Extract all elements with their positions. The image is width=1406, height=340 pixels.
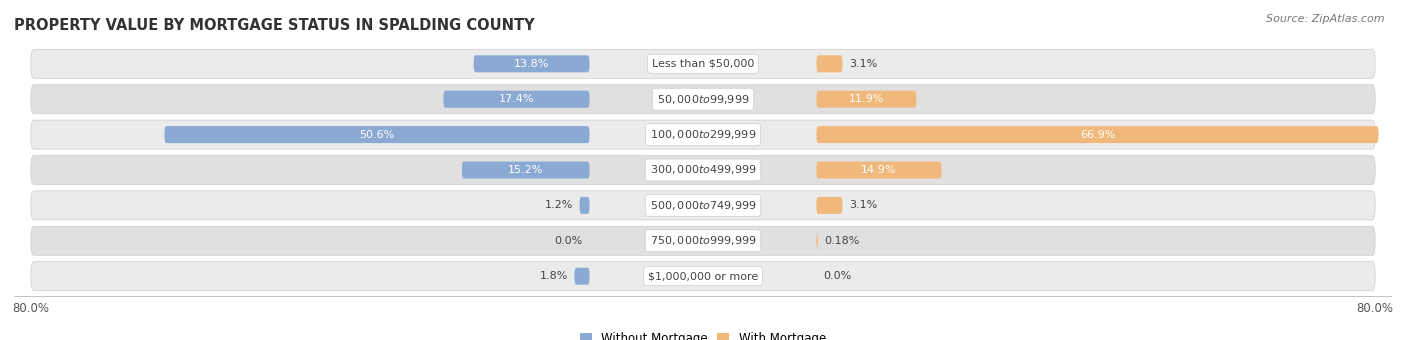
Text: $750,000 to $999,999: $750,000 to $999,999: [650, 234, 756, 247]
Text: 14.9%: 14.9%: [862, 165, 897, 175]
FancyBboxPatch shape: [817, 55, 842, 72]
Text: $300,000 to $499,999: $300,000 to $499,999: [650, 164, 756, 176]
Text: Source: ZipAtlas.com: Source: ZipAtlas.com: [1267, 14, 1385, 23]
FancyBboxPatch shape: [443, 91, 589, 108]
FancyBboxPatch shape: [815, 232, 818, 249]
FancyBboxPatch shape: [165, 126, 589, 143]
FancyBboxPatch shape: [474, 55, 589, 72]
Text: 1.2%: 1.2%: [544, 200, 572, 210]
Text: $500,000 to $749,999: $500,000 to $749,999: [650, 199, 756, 212]
Text: $1,000,000 or more: $1,000,000 or more: [648, 271, 758, 281]
Text: 50.6%: 50.6%: [360, 130, 395, 140]
Text: 3.1%: 3.1%: [849, 200, 877, 210]
Text: PROPERTY VALUE BY MORTGAGE STATUS IN SPALDING COUNTY: PROPERTY VALUE BY MORTGAGE STATUS IN SPA…: [14, 18, 534, 33]
FancyBboxPatch shape: [31, 191, 1375, 220]
Text: 0.18%: 0.18%: [825, 236, 860, 246]
Text: 3.1%: 3.1%: [849, 59, 877, 69]
Text: 15.2%: 15.2%: [508, 165, 543, 175]
FancyBboxPatch shape: [31, 49, 1375, 78]
Text: 0.0%: 0.0%: [554, 236, 583, 246]
FancyBboxPatch shape: [575, 268, 589, 285]
Text: Less than $50,000: Less than $50,000: [652, 59, 754, 69]
Text: 13.8%: 13.8%: [515, 59, 550, 69]
Text: 66.9%: 66.9%: [1080, 130, 1115, 140]
Text: 17.4%: 17.4%: [499, 94, 534, 104]
Text: $50,000 to $99,999: $50,000 to $99,999: [657, 93, 749, 106]
Text: 11.9%: 11.9%: [849, 94, 884, 104]
Text: 0.0%: 0.0%: [823, 271, 852, 281]
FancyBboxPatch shape: [817, 126, 1378, 143]
FancyBboxPatch shape: [31, 120, 1375, 149]
Text: 1.8%: 1.8%: [540, 271, 568, 281]
FancyBboxPatch shape: [31, 85, 1375, 114]
Text: $100,000 to $299,999: $100,000 to $299,999: [650, 128, 756, 141]
FancyBboxPatch shape: [31, 155, 1375, 185]
FancyBboxPatch shape: [817, 91, 917, 108]
FancyBboxPatch shape: [817, 197, 842, 214]
Legend: Without Mortgage, With Mortgage: Without Mortgage, With Mortgage: [575, 328, 831, 340]
FancyBboxPatch shape: [817, 162, 942, 178]
FancyBboxPatch shape: [461, 162, 589, 178]
FancyBboxPatch shape: [579, 197, 589, 214]
FancyBboxPatch shape: [31, 262, 1375, 291]
FancyBboxPatch shape: [31, 226, 1375, 255]
